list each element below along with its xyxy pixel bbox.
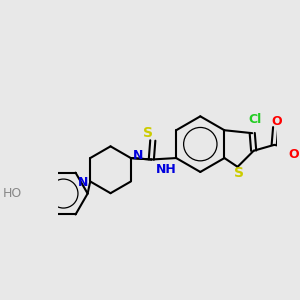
Text: N: N <box>78 176 88 189</box>
Text: NH: NH <box>156 163 176 176</box>
Text: S: S <box>143 126 153 140</box>
Text: Cl: Cl <box>248 113 262 127</box>
Text: HO: HO <box>2 187 22 200</box>
Text: O: O <box>272 115 282 128</box>
Text: S: S <box>234 166 244 180</box>
Text: N: N <box>133 148 143 162</box>
Text: O: O <box>288 148 298 161</box>
